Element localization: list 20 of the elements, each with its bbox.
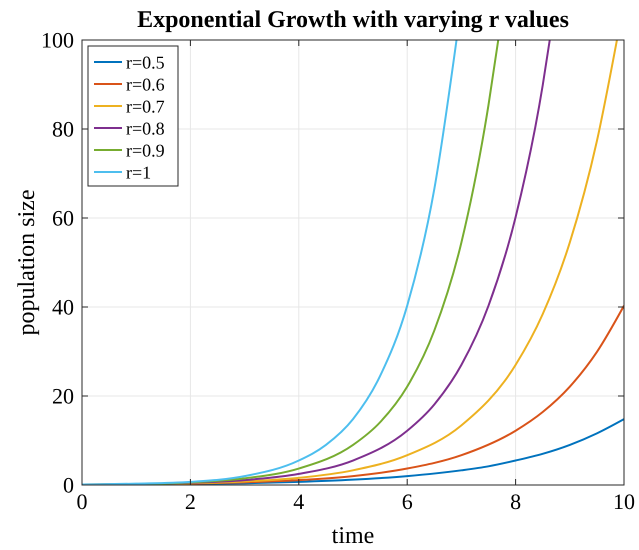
x-tick-label: 8 [510,489,522,514]
legend-label: r=0.9 [126,140,165,160]
legend-label: r=1 [126,162,152,182]
x-tick-label: 4 [293,489,304,514]
legend-label: r=0.8 [126,118,165,138]
y-tick-label: 0 [63,472,74,498]
y-tick-label: 40 [52,294,74,320]
x-tick-label: 10 [613,489,635,514]
legend-label: r=0.6 [126,74,165,94]
y-tick-label: 60 [52,206,74,231]
y-tick-label: 20 [52,384,74,409]
y-tick-label: 80 [52,116,74,142]
legend-label: r=0.7 [126,96,165,116]
x-axis-title: time [332,523,374,549]
legend-label: r=0.5 [126,52,165,72]
chart-title: Exponential Growth with varying r values [137,7,569,33]
x-tick-label: 6 [402,489,413,514]
y-tick-label: 100 [41,28,74,53]
x-tick-label: 2 [184,489,196,514]
y-axis-title: population size [14,190,40,336]
